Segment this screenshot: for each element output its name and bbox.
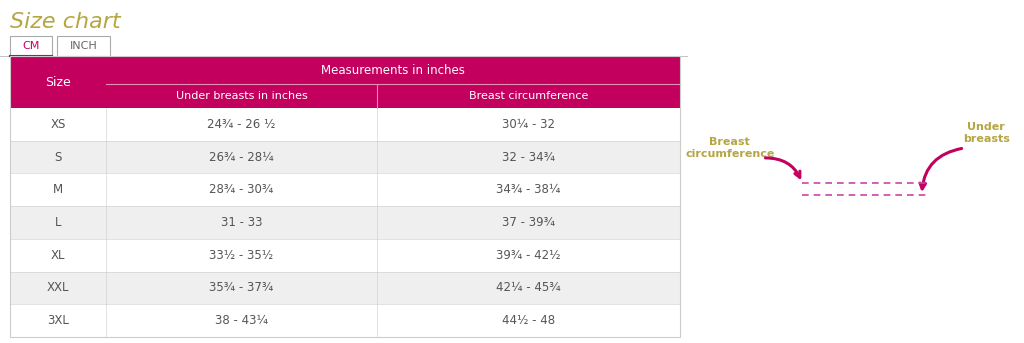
Bar (105, 56, 680, 84)
Text: L: L (54, 216, 61, 229)
Text: Breast circumference: Breast circumference (469, 91, 589, 101)
Text: Size chart: Size chart (10, 12, 121, 32)
Bar (10, 174, 680, 206)
Text: S: S (54, 151, 61, 164)
Bar (10, 272, 680, 304)
Text: CM: CM (23, 41, 40, 51)
Text: Under
breasts: Under breasts (963, 122, 1010, 144)
Text: 32 - 34¾: 32 - 34¾ (502, 151, 555, 164)
Text: XL: XL (50, 249, 66, 262)
Text: 34¾ - 38¼: 34¾ - 38¼ (497, 183, 561, 196)
Bar (10, 239, 680, 272)
Text: 3XL: 3XL (47, 314, 69, 327)
Text: 33½ - 35½: 33½ - 35½ (210, 249, 273, 262)
Text: Breast
circumference: Breast circumference (685, 137, 774, 159)
Bar (10, 206, 680, 239)
Bar (10, 56, 680, 337)
Text: Measurements in inches: Measurements in inches (322, 63, 465, 76)
Text: 30¼ - 32: 30¼ - 32 (502, 118, 555, 131)
Text: INCH: INCH (70, 41, 97, 51)
Bar (10, 304, 680, 337)
Text: 42¼ - 45¾: 42¼ - 45¾ (497, 281, 561, 294)
Bar (377, 84, 680, 108)
Bar (57, 36, 110, 56)
Text: 24¾ - 26 ½: 24¾ - 26 ½ (207, 118, 275, 131)
Bar (10, 108, 680, 141)
Bar (10, 141, 680, 174)
Text: 26¾ - 28¼: 26¾ - 28¼ (209, 151, 273, 164)
Text: 38 - 43¼: 38 - 43¼ (215, 314, 268, 327)
Text: 35¾ - 37¾: 35¾ - 37¾ (209, 281, 273, 294)
Text: 44½ - 48: 44½ - 48 (502, 314, 555, 327)
Text: 28¾ - 30¾: 28¾ - 30¾ (209, 183, 273, 196)
Bar (10, 36, 52, 56)
Text: Under breasts in inches: Under breasts in inches (176, 91, 307, 101)
Text: 31 - 33: 31 - 33 (221, 216, 262, 229)
Text: 39¾ - 42½: 39¾ - 42½ (497, 249, 561, 262)
Text: 37 - 39¾: 37 - 39¾ (502, 216, 555, 229)
Text: XXL: XXL (47, 281, 70, 294)
Bar (10, 56, 105, 108)
Bar (105, 84, 377, 108)
Text: M: M (53, 183, 63, 196)
Text: XS: XS (50, 118, 66, 131)
Text: Size: Size (45, 75, 71, 88)
